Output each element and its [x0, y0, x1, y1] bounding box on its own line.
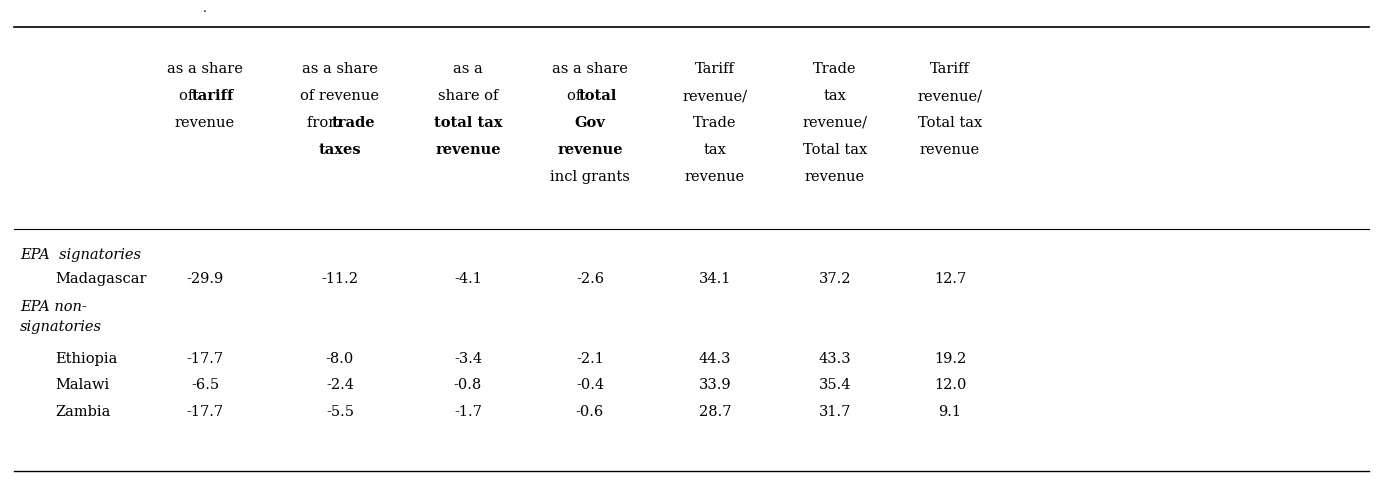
Text: -5.5: -5.5 — [326, 404, 354, 418]
Text: 37.2: 37.2 — [819, 272, 852, 286]
Text: revenue: revenue — [557, 143, 622, 157]
Text: Zambia: Zambia — [55, 404, 111, 418]
Text: 19.2: 19.2 — [934, 351, 967, 365]
Text: trade: trade — [332, 116, 375, 130]
Text: -17.7: -17.7 — [187, 351, 224, 365]
Text: taxes: taxes — [318, 143, 361, 157]
Text: 28.7: 28.7 — [698, 404, 732, 418]
Text: -29.9: -29.9 — [187, 272, 224, 286]
Text: Total tax: Total tax — [918, 116, 982, 130]
Text: -2.6: -2.6 — [575, 272, 604, 286]
Text: -2.1: -2.1 — [577, 351, 604, 365]
Text: -2.4: -2.4 — [326, 377, 354, 391]
Text: revenue/: revenue/ — [917, 89, 982, 103]
Text: total tax: total tax — [434, 116, 502, 130]
Text: -0.6: -0.6 — [575, 404, 604, 418]
Text: of: of — [567, 89, 586, 103]
Text: -0.8: -0.8 — [454, 377, 483, 391]
Text: tax: tax — [704, 143, 726, 157]
Text: Total tax: Total tax — [804, 143, 867, 157]
Text: as a share: as a share — [552, 62, 628, 76]
Text: share of: share of — [438, 89, 498, 103]
Text: 31.7: 31.7 — [819, 404, 851, 418]
Text: revenue: revenue — [174, 116, 235, 130]
Text: Madagascar: Madagascar — [55, 272, 147, 286]
Text: revenue: revenue — [685, 170, 745, 183]
Text: revenue: revenue — [436, 143, 501, 157]
Text: revenue/: revenue/ — [682, 89, 747, 103]
Text: as a share: as a share — [301, 62, 378, 76]
Text: -1.7: -1.7 — [454, 404, 481, 418]
Text: as a: as a — [454, 62, 483, 76]
Text: -3.4: -3.4 — [454, 351, 483, 365]
Text: 44.3: 44.3 — [698, 351, 732, 365]
Text: 34.1: 34.1 — [698, 272, 732, 286]
Text: -0.4: -0.4 — [575, 377, 604, 391]
Text: 43.3: 43.3 — [819, 351, 852, 365]
Text: -11.2: -11.2 — [321, 272, 358, 286]
Text: Trade: Trade — [693, 116, 737, 130]
Text: of revenue: of revenue — [300, 89, 379, 103]
Text: Tariff: Tariff — [929, 62, 969, 76]
Text: 35.4: 35.4 — [819, 377, 852, 391]
Text: Tariff: Tariff — [696, 62, 734, 76]
Text: EPA non-: EPA non- — [19, 300, 87, 313]
Text: 12.0: 12.0 — [934, 377, 967, 391]
Text: revenue: revenue — [920, 143, 981, 157]
Text: ·: · — [203, 5, 207, 18]
Text: as a share: as a share — [167, 62, 243, 76]
Text: -17.7: -17.7 — [187, 404, 224, 418]
Text: Trade: Trade — [813, 62, 856, 76]
Text: tariff: tariff — [192, 89, 234, 103]
Text: -8.0: -8.0 — [326, 351, 354, 365]
Text: tax: tax — [823, 89, 846, 103]
Text: 9.1: 9.1 — [939, 404, 961, 418]
Text: revenue/: revenue/ — [802, 116, 867, 130]
Text: total: total — [579, 89, 617, 103]
Text: Malawi: Malawi — [55, 377, 109, 391]
Text: Gov: Gov — [574, 116, 606, 130]
Text: -4.1: -4.1 — [454, 272, 481, 286]
Text: of: of — [180, 89, 198, 103]
Text: 33.9: 33.9 — [698, 377, 732, 391]
Text: EPA  signatories: EPA signatories — [19, 247, 141, 261]
Text: incl grants: incl grants — [550, 170, 629, 183]
Text: revenue: revenue — [805, 170, 864, 183]
Text: Ethiopia: Ethiopia — [55, 351, 118, 365]
Text: signatories: signatories — [19, 319, 102, 333]
Text: -6.5: -6.5 — [191, 377, 219, 391]
Text: from: from — [307, 116, 346, 130]
Text: 12.7: 12.7 — [934, 272, 967, 286]
